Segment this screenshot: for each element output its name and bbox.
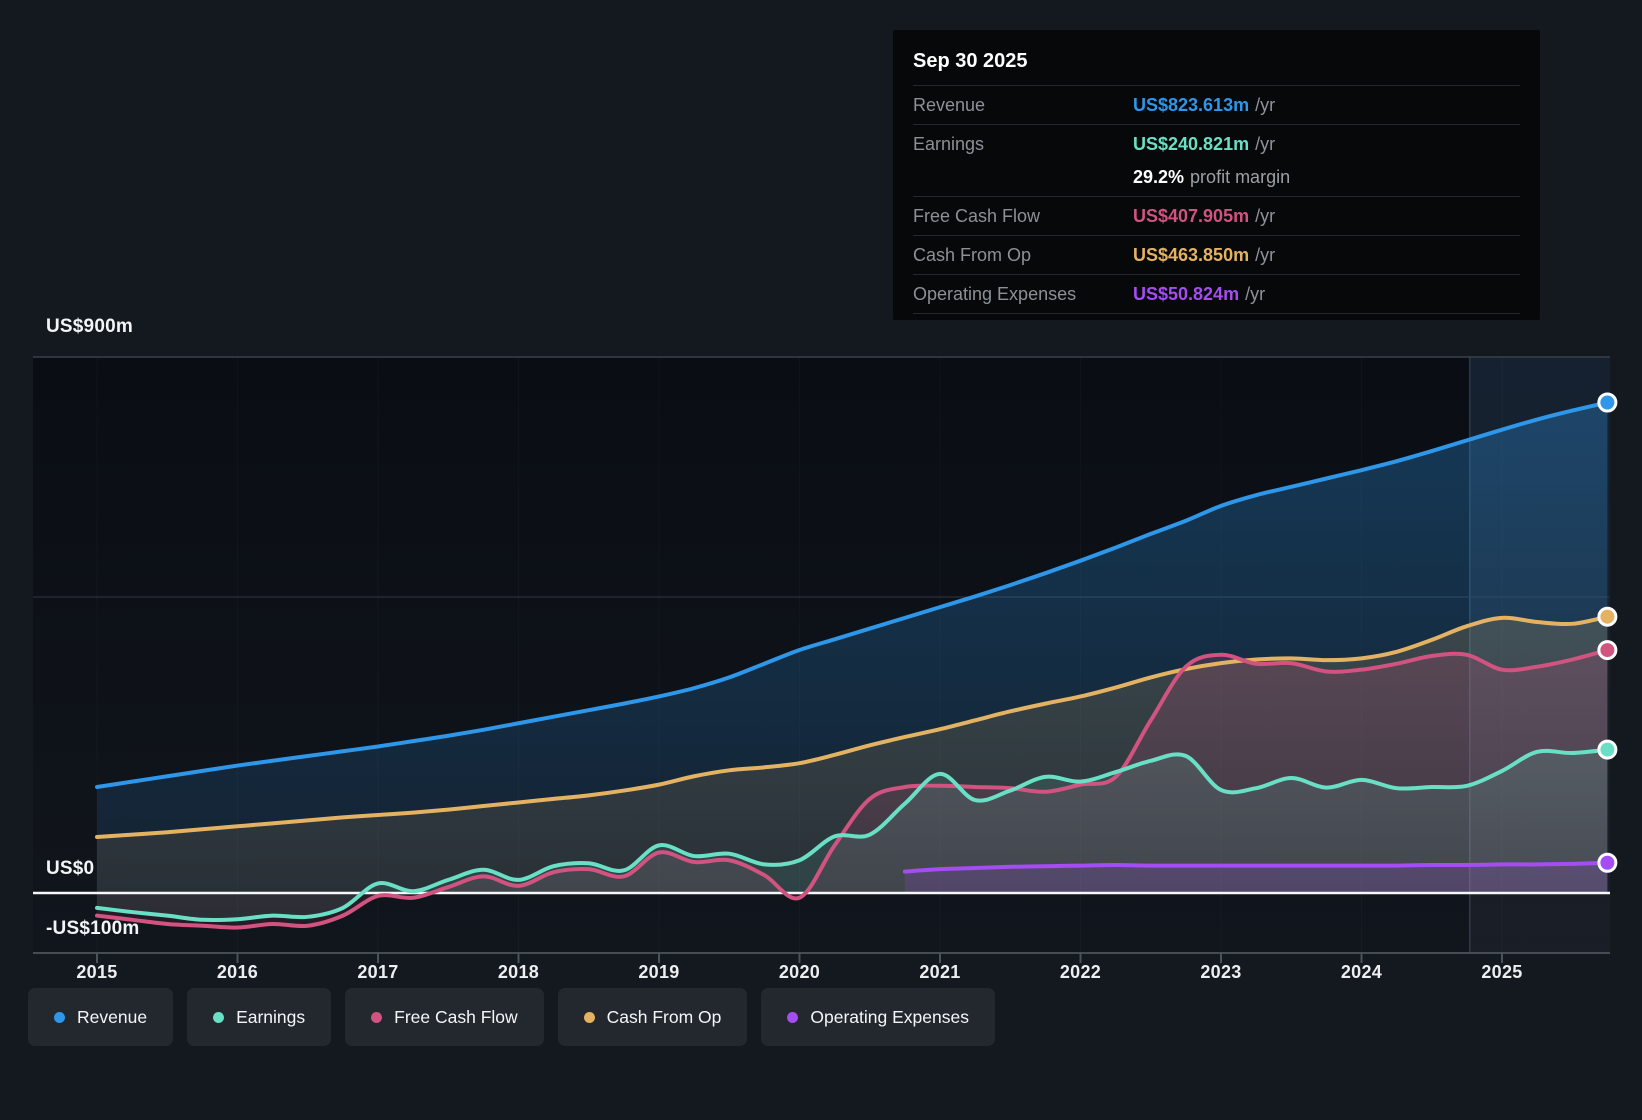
tooltip-date: Sep 30 2025 bbox=[913, 50, 1028, 72]
end-marker-fcf[interactable] bbox=[1597, 640, 1618, 661]
legend-item-cash-from-op[interactable]: Cash From Op bbox=[557, 988, 748, 1046]
tooltip-row-cash-from-op: Cash From Op US$463.850m/yr bbox=[913, 235, 1520, 274]
x-tick-label-2021: 2021 bbox=[919, 962, 961, 982]
chart-tooltip: Sep 30 2025 Revenue US$823.613m/yr Earni… bbox=[893, 30, 1540, 320]
x-tick-label-2024: 2024 bbox=[1340, 962, 1383, 982]
area-opex bbox=[904, 862, 1608, 893]
line-revenue bbox=[95, 400, 1610, 789]
x-tick-label-2022: 2022 bbox=[1059, 962, 1102, 982]
line-earnings bbox=[95, 747, 1610, 923]
legend-item-operating-expenses[interactable]: Operating Expenses bbox=[761, 988, 995, 1046]
tooltip-row-operating-expenses: Operating Expenses US$50.824m/yr bbox=[913, 274, 1520, 314]
y-axis-label-neg100m: -US$100m bbox=[46, 918, 140, 939]
line-opex bbox=[902, 860, 1610, 874]
end-marker-revenue[interactable] bbox=[1597, 392, 1618, 413]
revenue-dot-icon bbox=[54, 1011, 65, 1023]
line-fcf bbox=[95, 648, 1610, 930]
tooltip-row-earnings: Earnings US$240.821m/yr bbox=[913, 124, 1520, 163]
end-marker-earnings[interactable] bbox=[1597, 739, 1618, 760]
line-cashop bbox=[95, 614, 1610, 840]
x-tick-label-2020: 2020 bbox=[778, 962, 821, 982]
end-marker-cashop[interactable] bbox=[1597, 606, 1618, 627]
legend-item-revenue[interactable]: Revenue bbox=[28, 988, 174, 1046]
earnings-dot-icon bbox=[213, 1011, 225, 1023]
legend-item-earnings[interactable]: Earnings bbox=[187, 988, 332, 1046]
x-tick-label-2017: 2017 bbox=[357, 962, 399, 982]
cash-from-op-dot-icon bbox=[583, 1011, 595, 1023]
free-cash-flow-dot-icon bbox=[371, 1011, 383, 1023]
x-tick-label-2025: 2025 bbox=[1481, 962, 1523, 982]
operating-expenses-dot-icon bbox=[787, 1011, 799, 1023]
y-axis-label-zero: US$0 bbox=[46, 858, 95, 879]
x-axis: 2015 2016 2017 2018 2019 2020 2021 2022 2023 2024… bbox=[0, 962, 1642, 988]
y-axis-label-900m: US$900m bbox=[46, 316, 133, 337]
legend-item-free-cash-flow[interactable]: Free Cash Flow bbox=[345, 988, 544, 1046]
x-tick-label-2018: 2018 bbox=[497, 962, 540, 982]
chart-legend: Revenue Earnings Free Cash Flow Cash Fro… bbox=[28, 988, 995, 1046]
tooltip-row-free-cash-flow: Free Cash Flow US$407.905m/yr bbox=[913, 196, 1520, 235]
x-tick-label-2019: 2019 bbox=[638, 962, 680, 982]
x-tick-label-2023: 2023 bbox=[1200, 962, 1242, 982]
end-marker-opex[interactable] bbox=[1597, 852, 1618, 873]
x-tick-label-2015: 2015 bbox=[76, 962, 118, 982]
chart-plot-area[interactable] bbox=[0, 0, 1642, 965]
tooltip-row-revenue: Revenue US$823.613m/yr bbox=[913, 85, 1520, 124]
x-tick-label-2016: 2016 bbox=[216, 962, 259, 982]
tooltip-row-profit-margin: 29.2% profit margin bbox=[1133, 166, 1291, 187]
